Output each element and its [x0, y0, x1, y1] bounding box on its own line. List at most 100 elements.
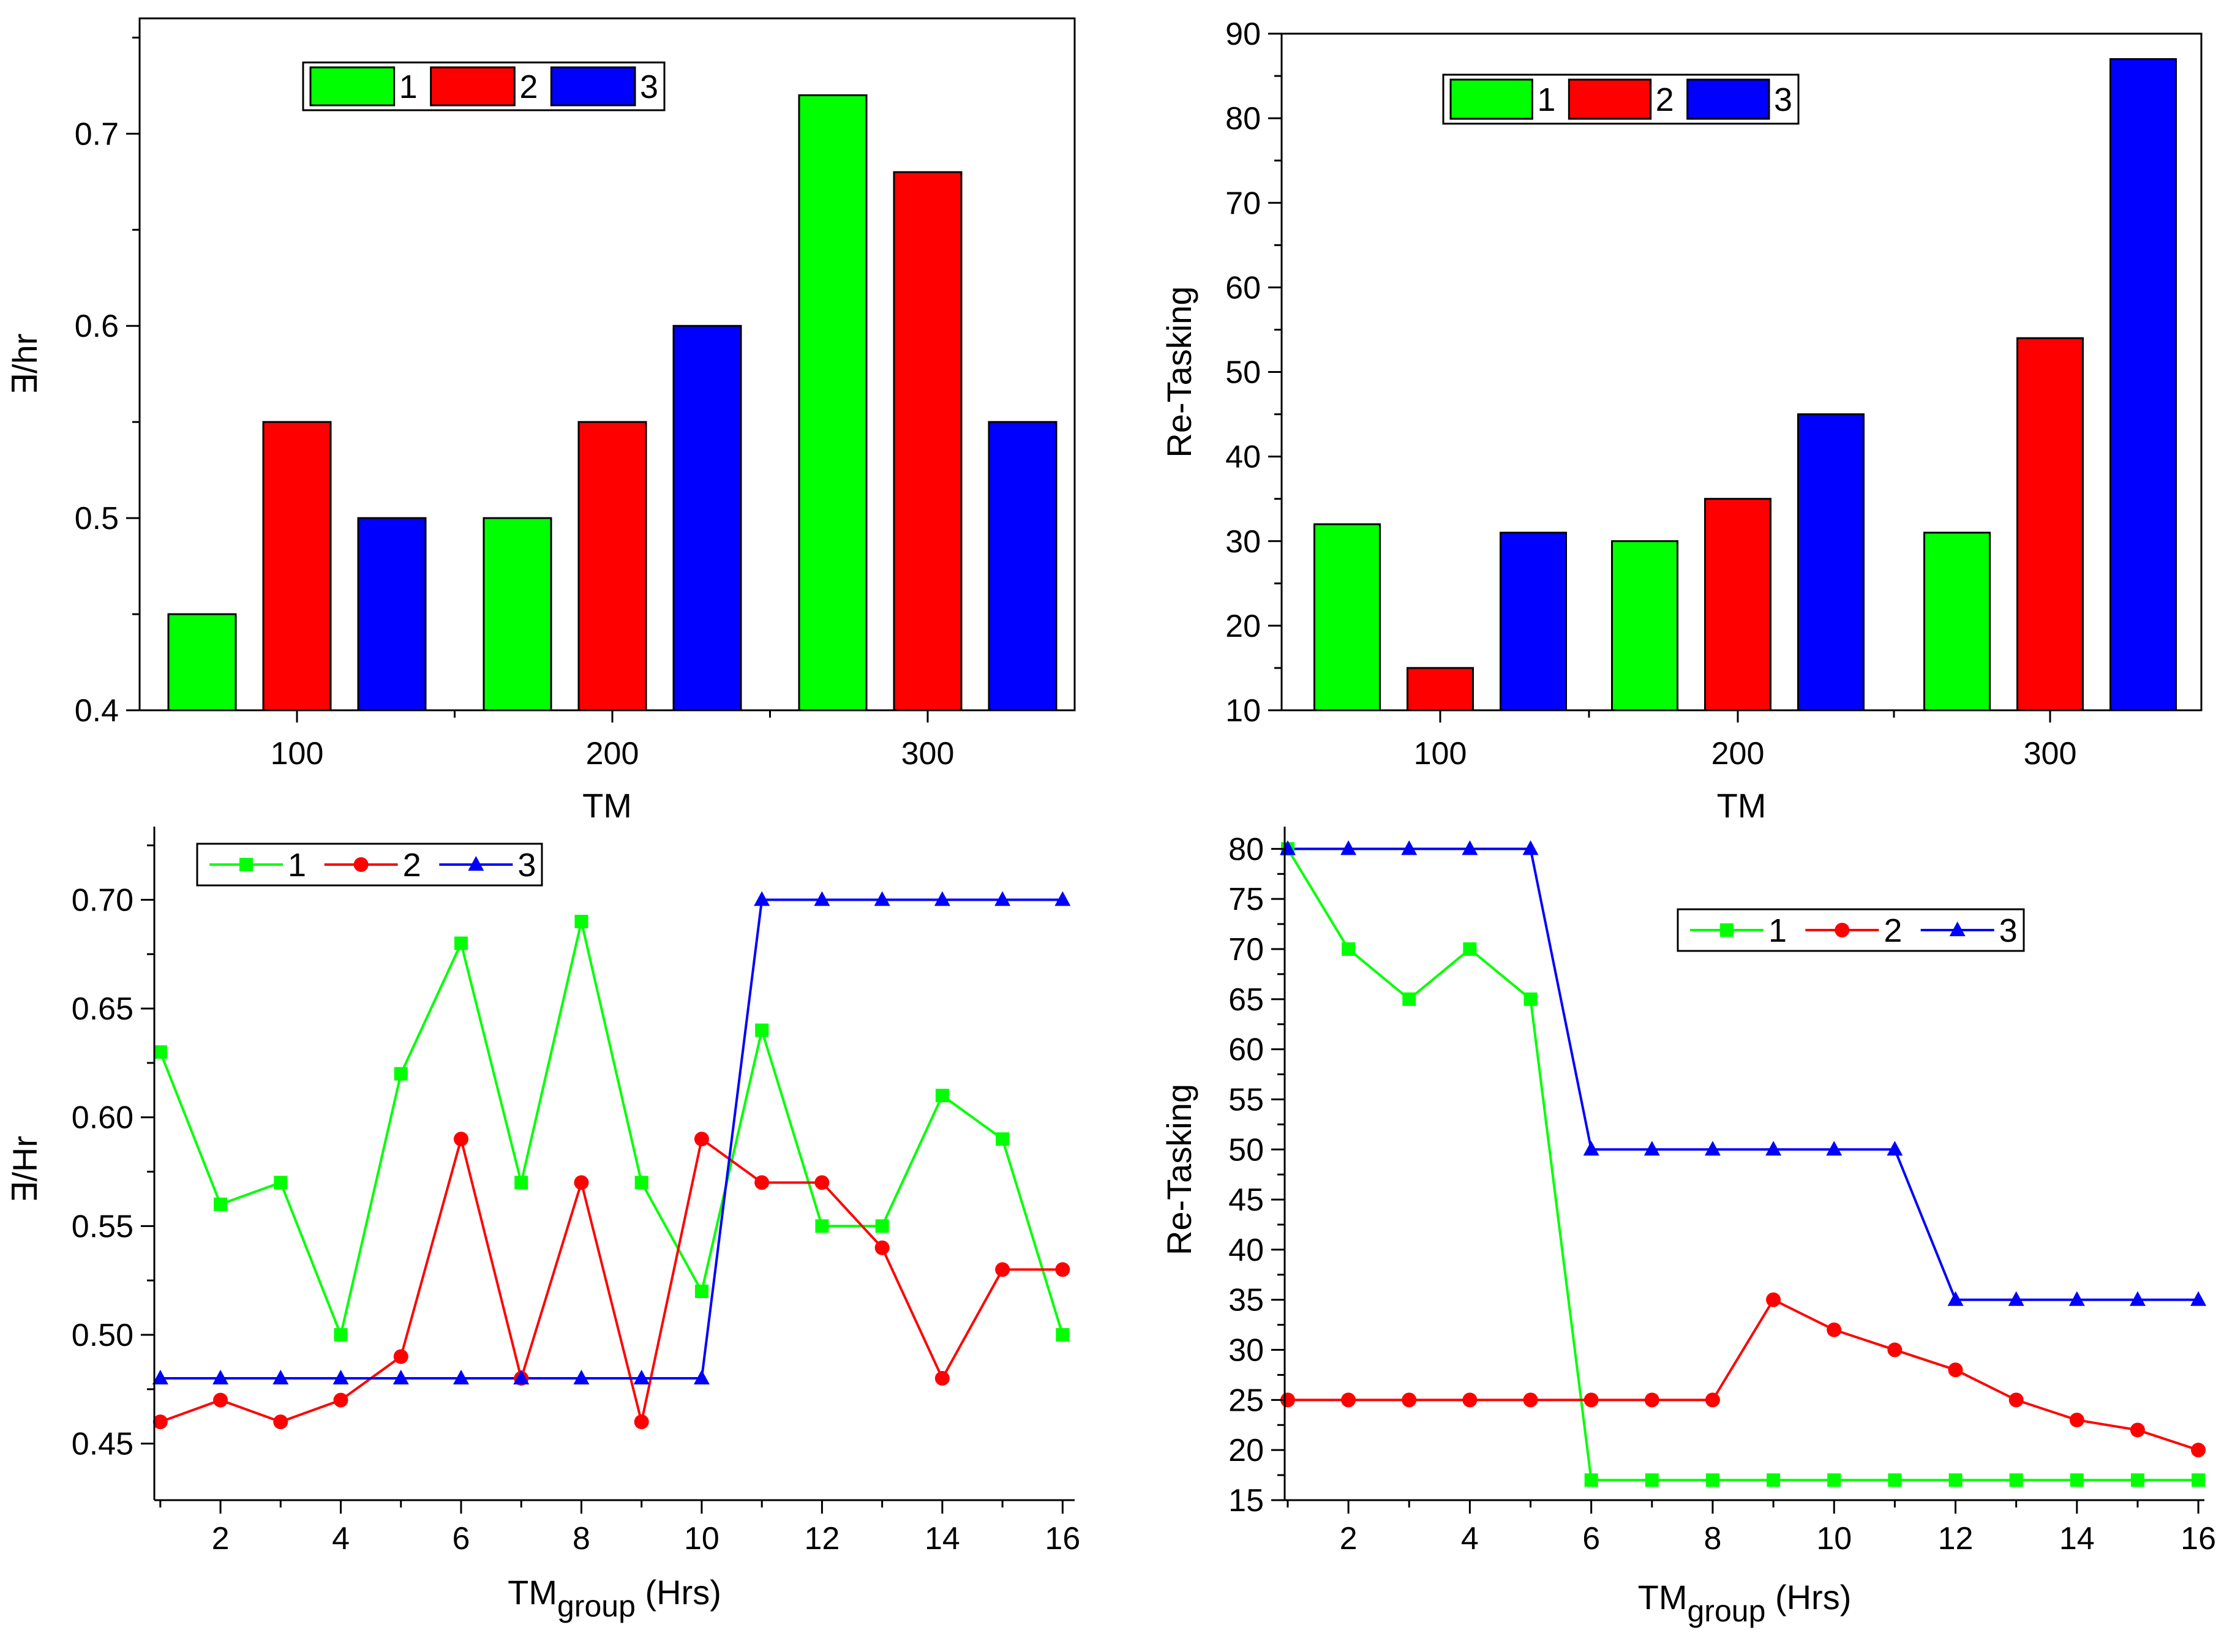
- x-axis-title: TM: [1717, 786, 1767, 825]
- x-tick-label: 4: [1461, 1521, 1479, 1556]
- point-series2-x16: [1055, 1262, 1070, 1277]
- point-series1-x13: [2009, 1473, 2023, 1487]
- y-axis-title: ∃/hr: [6, 334, 44, 396]
- x-tick-label: 14: [925, 1521, 960, 1556]
- point-series3-x14: [934, 891, 950, 906]
- point-series2-x5: [1523, 1392, 1538, 1408]
- point-series3-x7: [1644, 1141, 1660, 1156]
- point-series1-x11: [1888, 1473, 1902, 1487]
- x-tick-label: 4: [332, 1521, 350, 1556]
- series-line-1: [1287, 848, 2199, 1482]
- y-tick-label: 75: [1228, 882, 1264, 917]
- x-tick-label: 100: [271, 736, 324, 772]
- x-axis-title-main: TM: [1638, 1578, 1688, 1616]
- y-tick-label: 0.6: [75, 309, 119, 344]
- point-series3-x6: [453, 1370, 469, 1385]
- y-tick-label: 70: [1225, 186, 1261, 221]
- point-series2-x10: [1827, 1322, 1842, 1337]
- legend-label-3: 3: [1774, 81, 1792, 118]
- x-axis-title-subscript: group: [557, 1589, 636, 1623]
- point-series3-x8: [1704, 1141, 1721, 1156]
- legend-swatch-2: [1568, 78, 1652, 120]
- point-series2-x13: [2008, 1392, 2024, 1408]
- y-axis-title: Re-Tasking: [1160, 1084, 1198, 1255]
- point-series3-x9: [633, 1370, 650, 1385]
- legend-label-1: 1: [399, 69, 418, 105]
- x-tick-label: 16: [1045, 1521, 1080, 1556]
- x-axis-title-suffix: (Hrs): [1765, 1578, 1851, 1616]
- x-tick-label: 300: [2024, 736, 2077, 772]
- point-series2-x5: [393, 1349, 408, 1364]
- point-series3-x2: [1340, 840, 1357, 855]
- bar-chart-top-right: 10 20 30 40 50 60 70 80 90 100 200 300 TM Re-Tasking 1…: [1160, 17, 2203, 825]
- point-series3-x14: [2068, 1291, 2085, 1306]
- series-line-3: [1287, 847, 2199, 1301]
- y-tick-label: 70: [1228, 932, 1264, 967]
- bar-series1-300: [798, 94, 868, 711]
- x-tick-label: 16: [2181, 1521, 2216, 1556]
- point-series1-x15: [996, 1132, 1010, 1146]
- bar-series2-200: [1704, 498, 1771, 711]
- y-tick-label: 25: [1228, 1383, 1264, 1418]
- y-tick-label: 0.7: [75, 116, 119, 152]
- bar-series2-300: [893, 171, 963, 711]
- plot-frame: [138, 17, 1076, 711]
- legend-label-1: 1: [288, 847, 306, 884]
- point-series1-x3: [1402, 992, 1416, 1006]
- point-series3-x1: [1279, 840, 1296, 855]
- y-tick-label: 90: [1225, 17, 1261, 52]
- point-series1-x5: [394, 1067, 408, 1081]
- point-series1-x4: [1463, 942, 1477, 956]
- point-series1-x16: [1056, 1328, 1070, 1342]
- bar-series1-200: [483, 517, 552, 711]
- point-series1-x13: [875, 1219, 889, 1233]
- point-series3-x15: [2129, 1291, 2146, 1306]
- y-tick-label: 40: [1228, 1233, 1264, 1268]
- point-series2-x9: [1766, 1292, 1781, 1307]
- point-series3-x1: [152, 1370, 168, 1385]
- x-axis-title: TMgroup (Hrs): [508, 1573, 721, 1623]
- legend-swatch-2: [430, 66, 516, 107]
- point-series2-x14: [934, 1371, 950, 1386]
- y-tick-label: 0.55: [72, 1209, 133, 1244]
- legend-marker-1: [239, 858, 253, 871]
- bar-series1-100: [1313, 523, 1381, 711]
- point-series2-x15: [2130, 1422, 2145, 1438]
- point-series1-x14: [935, 1089, 949, 1103]
- y-tick-label: 65: [1228, 982, 1264, 1018]
- y-tick-label: 50: [1228, 1132, 1264, 1168]
- point-series3-x13: [2008, 1291, 2024, 1306]
- y-tick-label: 20: [1225, 609, 1261, 644]
- y-tick-label: 30: [1225, 524, 1261, 560]
- point-series1-x15: [2130, 1473, 2144, 1487]
- legend-swatch-3: [1686, 78, 1770, 120]
- x-tick-label: 12: [804, 1521, 840, 1556]
- x-axis-title-main: TM: [508, 1573, 557, 1612]
- bar-series3-100: [357, 517, 427, 711]
- legend-label-2: 2: [1656, 81, 1674, 118]
- legend: 1 2 3: [196, 843, 543, 887]
- x-axis-title: TMgroup (Hrs): [1638, 1578, 1852, 1628]
- point-series2-x13: [874, 1240, 890, 1255]
- point-series3-x12: [814, 891, 830, 906]
- point-series1-x9: [1767, 1473, 1781, 1487]
- legend: 1 2 3: [1442, 73, 1800, 125]
- x-tick-label: 8: [1704, 1521, 1721, 1556]
- point-series1-x10: [694, 1284, 708, 1298]
- legend-marker-3: [1949, 922, 1966, 936]
- legend-label-3: 3: [640, 69, 658, 105]
- y-tick-label: 0.5: [75, 501, 119, 536]
- bar-series2-100: [262, 421, 332, 711]
- point-series2-x8: [1705, 1392, 1720, 1408]
- bar-series3-300: [2109, 58, 2177, 711]
- y-axis-title: ∃/Hr: [6, 1136, 44, 1203]
- legend-label-3: 3: [1999, 912, 2018, 949]
- x-tick-label: 200: [1711, 736, 1765, 772]
- x-tick-label: 2: [212, 1521, 230, 1556]
- legend-label-2: 2: [1884, 912, 1902, 949]
- bar-series2-100: [1407, 667, 1474, 711]
- point-series2-x11: [1887, 1342, 1903, 1357]
- legend-marker-2: [353, 857, 369, 872]
- y-tick-label: 30: [1228, 1333, 1264, 1369]
- point-series3-x4: [332, 1370, 349, 1385]
